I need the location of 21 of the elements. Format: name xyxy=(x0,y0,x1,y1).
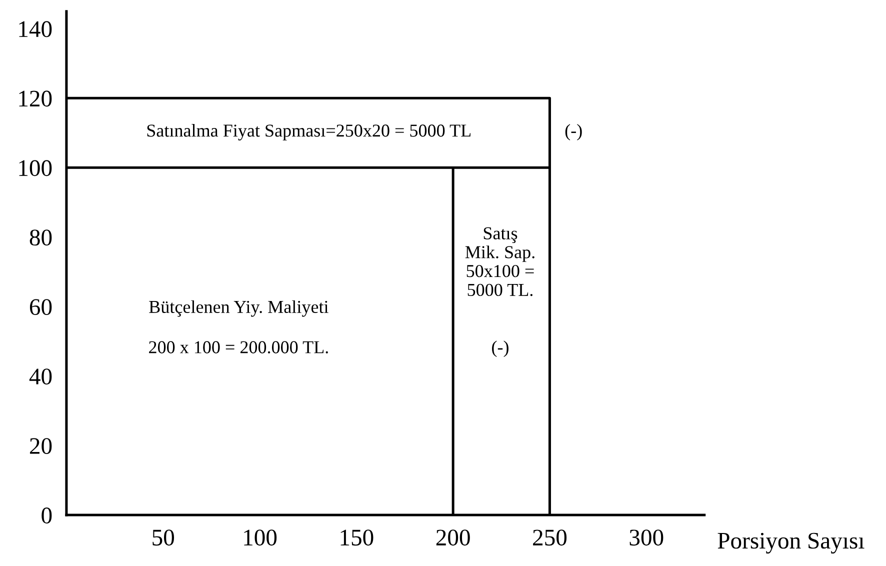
x-tick-label: 250 xyxy=(533,530,567,546)
x-tick-label: 200 xyxy=(436,530,470,546)
x-tick-label: 100 xyxy=(244,530,277,546)
x-axis-title: Porsiyon Sayısı xyxy=(718,532,864,554)
y-tick-label: 120 xyxy=(19,90,52,107)
y-tick-label: 80 xyxy=(30,230,52,246)
annotation: Satınalma Fiyat Sapması=250x20 = 5000 TL xyxy=(147,124,471,140)
annotation: Bütçelenen Yiy. Maliyeti xyxy=(149,300,328,317)
x-tick-label: 300 xyxy=(630,530,664,546)
y-tick-label: 40 xyxy=(29,368,52,385)
y-tick-label: 140 xyxy=(19,21,52,38)
annotation: 200 x 100 = 200.000 TL. xyxy=(149,341,328,354)
annotation: Satış Mik. Sap. 50x100 = 5000 TL. xyxy=(465,227,534,296)
y-tick-label: 60 xyxy=(30,299,52,316)
annotation: (-) xyxy=(565,124,582,140)
x-tick-label: 150 xyxy=(340,530,374,546)
x-tick-label: 50 xyxy=(152,530,174,546)
annotation: (-) xyxy=(492,340,508,358)
y-tick-label: 20 xyxy=(30,438,52,454)
y-tick-label: 100 xyxy=(19,160,52,176)
y-tick-label: 0 xyxy=(42,508,52,524)
